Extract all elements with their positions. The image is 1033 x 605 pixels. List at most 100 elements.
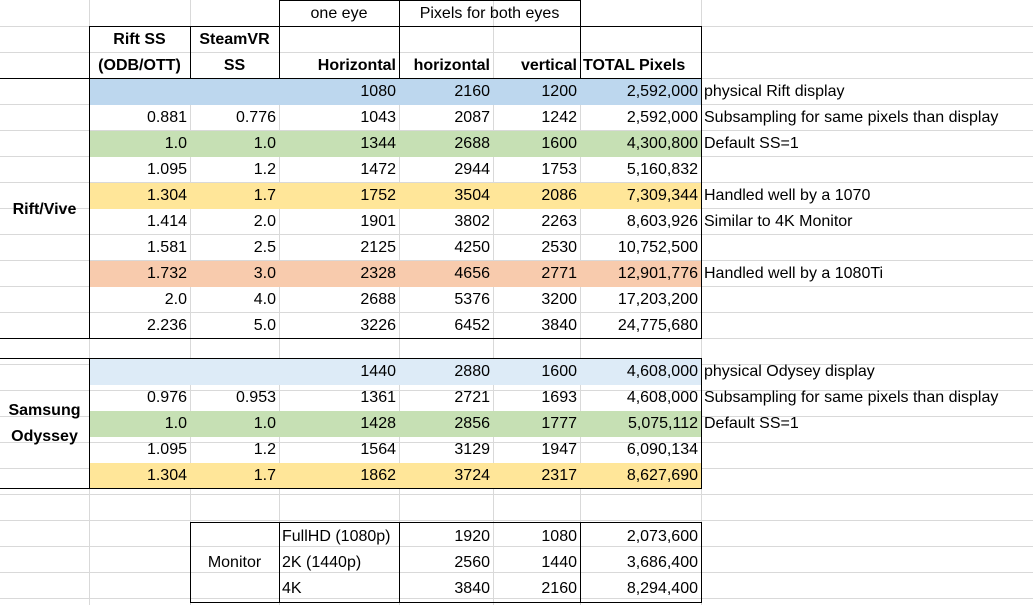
rift-note-cell[interactable]: Handled well by a 1070	[704, 187, 871, 204]
rift-horizontal-one-eye-cell[interactable]: 1344	[360, 135, 396, 152]
rift-steamvr-ss-cell[interactable]: 2.0	[253, 213, 276, 230]
odyssey-steamvr-ss-cell[interactable]	[190, 359, 279, 385]
odyssey-horizontal-both-cell[interactable]: 2856	[454, 415, 490, 432]
rift-rift-ss-cell[interactable]: 1.732	[146, 265, 187, 282]
rift-horizontal-one-eye-cell[interactable]: 3226	[360, 317, 396, 334]
rift-steamvr-ss-cell[interactable]	[190, 79, 279, 105]
rift-rift-ss-cell[interactable]: 1.581	[146, 239, 187, 256]
rift-note-cell[interactable]: Subsampling for same pixels than display	[704, 109, 999, 126]
rift-horizontal-one-eye-cell[interactable]: 2328	[360, 265, 396, 282]
rift-steamvr-ss-cell[interactable]: 0.776	[235, 109, 276, 126]
odyssey-steamvr-ss-cell[interactable]: 0.953	[235, 389, 276, 406]
header-total-pixels[interactable]: TOTAL Pixels	[583, 57, 686, 74]
rift-total-pixels-cell[interactable]: 2,592,000	[626, 83, 698, 100]
rift-steamvr-ss-cell[interactable]: 1.0	[253, 135, 276, 152]
odyssey-total-pixels-cell[interactable]: 4,608,000	[626, 363, 698, 380]
rift-steamvr-ss-cell[interactable]: 2.5	[253, 239, 276, 256]
monitor-name-cell[interactable]: 2K (1440p)	[282, 554, 362, 571]
rift-note-cell[interactable]	[701, 287, 1033, 313]
odyssey-horizontal-one-eye-cell[interactable]: 1440	[360, 363, 396, 380]
rift-note-cell[interactable]	[701, 235, 1033, 261]
rift-total-pixels-cell[interactable]: 10,752,500	[617, 239, 698, 256]
rift-total-pixels-cell[interactable]: 7,309,344	[626, 187, 698, 204]
odyssey-note-cell[interactable]: Default SS=1	[704, 415, 799, 432]
rift-total-pixels-cell[interactable]: 24,775,680	[617, 317, 698, 334]
odyssey-vertical-cell[interactable]: 1600	[541, 363, 577, 380]
rift-note-cell[interactable]: Default SS=1	[704, 135, 799, 152]
monitor-name-cell[interactable]: 4K	[282, 580, 302, 597]
odyssey-horizontal-one-eye-cell[interactable]: 1361	[360, 389, 396, 406]
rift-total-pixels-cell[interactable]: 12,901,776	[617, 265, 698, 282]
rift-vertical-cell[interactable]: 1200	[541, 83, 577, 100]
rift-steamvr-ss-cell[interactable]: 1.7	[253, 187, 276, 204]
rift-vertical-cell[interactable]: 3200	[541, 291, 577, 308]
rift-note-cell[interactable]: Handled well by a 1080Ti	[704, 265, 884, 282]
group-label-odyssey[interactable]: Odyssey	[11, 428, 78, 445]
rift-horizontal-both-cell[interactable]: 4656	[454, 265, 490, 282]
odyssey-horizontal-both-cell[interactable]: 2880	[454, 363, 490, 380]
rift-note-cell[interactable]	[701, 157, 1033, 183]
odyssey-rift-ss-cell[interactable]	[89, 359, 190, 385]
odyssey-steamvr-ss-cell[interactable]: 1.0	[253, 415, 276, 432]
header-steamvr-ss[interactable]: SteamVR	[199, 31, 270, 48]
monitor-name-cell[interactable]: FullHD (1080p)	[282, 528, 391, 545]
odyssey-steamvr-ss-cell[interactable]: 1.7	[253, 467, 276, 484]
rift-note-cell[interactable]	[701, 313, 1033, 339]
rift-horizontal-one-eye-cell[interactable]: 2125	[360, 239, 396, 256]
rift-total-pixels-cell[interactable]: 2,592,000	[626, 109, 698, 126]
monitor-label[interactable]: Monitor	[207, 554, 262, 571]
rift-rift-ss-cell[interactable]: 1.0	[164, 135, 187, 152]
odyssey-note-cell[interactable]: Subsampling for same pixels than display	[704, 389, 999, 406]
odyssey-total-pixels-cell[interactable]: 8,627,690	[626, 467, 698, 484]
header-horizontal-both[interactable]: horizontal	[413, 57, 490, 74]
monitor-vertical-cell[interactable]: 1080	[541, 528, 577, 545]
header-rift-ss-sub[interactable]: (ODB/OTT)	[98, 57, 181, 74]
rift-note-cell[interactable]: physical Rift display	[704, 83, 845, 100]
odyssey-horizontal-both-cell[interactable]: 3129	[454, 441, 490, 458]
rift-rift-ss-cell[interactable]	[89, 79, 190, 105]
rift-vertical-cell[interactable]: 2086	[541, 187, 577, 204]
rift-rift-ss-cell[interactable]: 0.881	[146, 109, 187, 126]
rift-horizontal-both-cell[interactable]: 6452	[454, 317, 490, 334]
header-horizontal-one-eye[interactable]: Horizontal	[317, 57, 396, 74]
monitor-horizontal-cell[interactable]: 3840	[454, 580, 490, 597]
rift-steamvr-ss-cell[interactable]: 4.0	[253, 291, 276, 308]
rift-note-cell[interactable]: Similar to 4K Monitor	[704, 213, 853, 230]
rift-horizontal-both-cell[interactable]: 2160	[454, 83, 490, 100]
rift-rift-ss-cell[interactable]: 2.0	[164, 291, 187, 308]
monitor-total-cell[interactable]: 8,294,400	[626, 580, 698, 597]
odyssey-note-cell[interactable]	[701, 463, 1033, 489]
rift-horizontal-one-eye-cell[interactable]: 1901	[360, 213, 396, 230]
header-one-eye[interactable]: one eye	[310, 5, 368, 22]
odyssey-horizontal-both-cell[interactable]: 2721	[454, 389, 490, 406]
odyssey-total-pixels-cell[interactable]: 4,608,000	[626, 389, 698, 406]
rift-vertical-cell[interactable]: 1753	[541, 161, 577, 178]
rift-vertical-cell[interactable]: 2530	[541, 239, 577, 256]
rift-rift-ss-cell[interactable]: 1.095	[146, 161, 187, 178]
odyssey-rift-ss-cell[interactable]: 1.095	[146, 441, 187, 458]
rift-total-pixels-cell[interactable]: 4,300,800	[626, 135, 698, 152]
rift-vertical-cell[interactable]: 3840	[541, 317, 577, 334]
rift-steamvr-ss-cell[interactable]: 3.0	[253, 265, 276, 282]
group-label-rift-vive[interactable]: Rift/Vive	[12, 201, 77, 218]
rift-total-pixels-cell[interactable]: 17,203,200	[617, 291, 698, 308]
rift-horizontal-both-cell[interactable]: 3802	[454, 213, 490, 230]
rift-steamvr-ss-cell[interactable]: 1.2	[253, 161, 276, 178]
header-steamvr-ss-sub[interactable]: SS	[223, 57, 246, 74]
rift-horizontal-one-eye-cell[interactable]: 1043	[360, 109, 396, 126]
odyssey-vertical-cell[interactable]: 1693	[541, 389, 577, 406]
rift-vertical-cell[interactable]: 2771	[541, 265, 577, 282]
group-label-samsung[interactable]: Samsung	[8, 402, 81, 419]
rift-horizontal-both-cell[interactable]: 2944	[454, 161, 490, 178]
rift-vertical-cell[interactable]: 1242	[541, 109, 577, 126]
odyssey-horizontal-one-eye-cell[interactable]: 1862	[360, 467, 396, 484]
header-pixels-both-eyes[interactable]: Pixels for both eyes	[419, 5, 560, 22]
rift-horizontal-both-cell[interactable]: 5376	[454, 291, 490, 308]
odyssey-horizontal-one-eye-cell[interactable]: 1428	[360, 415, 396, 432]
odyssey-horizontal-one-eye-cell[interactable]: 1564	[360, 441, 396, 458]
rift-horizontal-one-eye-cell[interactable]: 2688	[360, 291, 396, 308]
odyssey-vertical-cell[interactable]: 2317	[541, 467, 577, 484]
rift-total-pixels-cell[interactable]: 5,160,832	[626, 161, 698, 178]
rift-rift-ss-cell[interactable]: 1.414	[146, 213, 187, 230]
odyssey-note-cell[interactable]	[701, 437, 1033, 463]
